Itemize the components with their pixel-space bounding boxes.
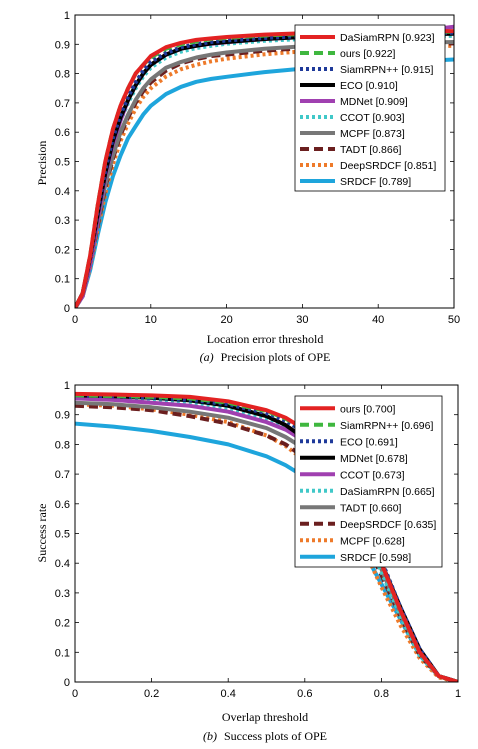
legend-entry: ECO [0.691] xyxy=(340,436,398,448)
chart-b-xlabel: Overlap threshold xyxy=(222,710,308,724)
x-tick-label: 0.4 xyxy=(221,688,236,700)
y-tick-label: 0.1 xyxy=(55,647,70,659)
legend-entry: DeepSRDCF [0.635] xyxy=(340,519,436,531)
y-tick-label: 0.8 xyxy=(55,439,70,451)
legend-entry: MCPF [0.873] xyxy=(340,128,405,140)
legend-entry: TADT [0.660] xyxy=(340,502,402,514)
y-tick-label: 1 xyxy=(64,380,70,392)
legend-entry: SiamRPN++ [0.696] xyxy=(340,420,433,432)
y-tick-label: 0 xyxy=(64,677,70,689)
legend-a: DaSiamRPN [0.923] ours [0.922] SiamRPN++ [… xyxy=(294,24,446,192)
legend-entry: TADT [0.866] xyxy=(340,144,402,156)
legend-entry: SiamRPN++ [0.915] xyxy=(340,64,433,76)
x-tick-label: 0.2 xyxy=(144,688,159,700)
legend-entry: CCOT [0.673] xyxy=(340,469,405,481)
y-tick-label: 0.7 xyxy=(55,98,70,110)
y-tick-label: 0.9 xyxy=(55,410,70,422)
x-tick-label: 30 xyxy=(296,314,308,326)
chart-a-caption: (a) Precision plots of OPE xyxy=(200,350,331,364)
legend-entry: MCPF [0.628] xyxy=(340,535,405,547)
legend-entry: CCOT [0.903] xyxy=(340,112,405,124)
legend-entry: ours [0.700] xyxy=(340,403,396,415)
y-tick-label: 0.4 xyxy=(55,558,70,570)
y-tick-label: 0.4 xyxy=(55,186,70,198)
chart-b-caption: (b) Success plots of OPE xyxy=(203,729,327,743)
legend-entry: SRDCF [0.598] xyxy=(340,552,411,564)
precision-chart: Precision Location error threshold (a) Pr… xyxy=(35,10,460,364)
legend-entry: ours [0.922] xyxy=(340,48,396,60)
y-tick-label: 0.7 xyxy=(55,469,70,481)
chart-b-caption-letter: (b) xyxy=(203,729,217,743)
y-tick-label: 0.3 xyxy=(55,588,70,600)
y-tick-label: 1 xyxy=(64,10,70,22)
chart-a-caption-text: Precision plots of OPE xyxy=(221,350,331,364)
legend-entry: MDNet [0.909] xyxy=(340,96,408,108)
axes-box-a xyxy=(74,14,455,309)
chart-a-xlabel: Location error threshold xyxy=(207,332,324,346)
y-tick-label: 0.1 xyxy=(55,274,70,286)
chart-b-caption-text: Success plots of OPE xyxy=(224,729,327,743)
x-tick-label: 0.8 xyxy=(374,688,389,700)
axes-box-b xyxy=(74,384,459,683)
x-tick-label: 50 xyxy=(448,314,460,326)
y-tick-label: 0.6 xyxy=(55,499,70,511)
legend-b: ours [0.700] SiamRPN++ [0.696] ECO [0.691]… xyxy=(294,395,443,568)
legend-entry: ECO [0.910] xyxy=(340,80,398,92)
legend-entry: SRDCF [0.789] xyxy=(340,176,411,188)
x-tick-label: 1 xyxy=(455,688,461,700)
chart-b-ylabel: Success rate xyxy=(35,504,49,563)
legend-entry: DeepSRDCF [0.851] xyxy=(340,160,436,172)
y-tick-label: 0.2 xyxy=(55,244,70,256)
series-line-mcpf xyxy=(75,402,458,682)
x-tick-label: 0 xyxy=(72,314,78,326)
x-tick-label: 0.6 xyxy=(297,688,312,700)
y-tick-label: 0.5 xyxy=(55,529,70,541)
y-tick-label: 0 xyxy=(64,303,70,315)
y-tick-label: 0.3 xyxy=(55,215,70,227)
x-tick-label: 40 xyxy=(372,314,384,326)
x-tick-label: 10 xyxy=(145,314,157,326)
chart-a-caption-letter: (a) xyxy=(200,350,214,364)
y-tick-label: 0.6 xyxy=(55,127,70,139)
x-tick-label: 0 xyxy=(72,688,78,700)
x-tick-label: 20 xyxy=(220,314,232,326)
y-tick-label: 0.2 xyxy=(55,618,70,630)
legend-entry: DaSiamRPN [0.923] xyxy=(340,32,435,44)
legend-entry: DaSiamRPN [0.665] xyxy=(340,486,435,498)
y-tick-label: 0.5 xyxy=(55,157,70,169)
chart-a-ylabel: Precision xyxy=(35,141,49,186)
success-chart: Success rate Overlap threshold (b) Succes… xyxy=(35,380,461,743)
y-tick-label: 0.8 xyxy=(55,69,70,81)
legend-entry: MDNet [0.678] xyxy=(340,453,408,465)
y-tick-label: 0.9 xyxy=(55,39,70,51)
